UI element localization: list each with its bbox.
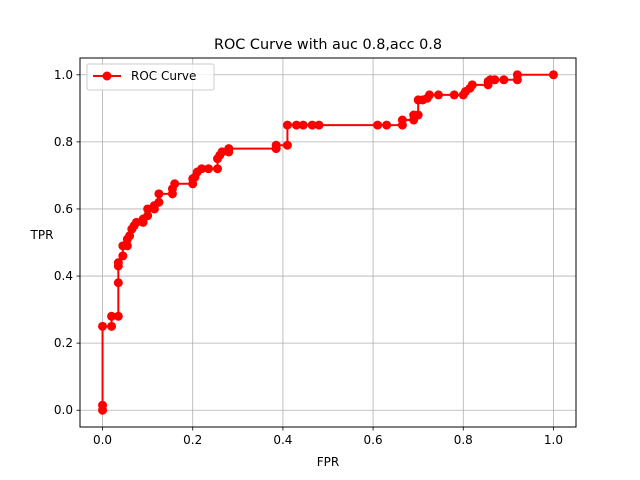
roc-point bbox=[449, 90, 459, 100]
roc-point bbox=[197, 164, 207, 174]
roc-point bbox=[98, 321, 108, 331]
roc-point bbox=[154, 197, 164, 207]
y-tick-label: 0.4 bbox=[54, 269, 73, 283]
roc-point bbox=[204, 164, 214, 174]
legend-box bbox=[86, 63, 215, 91]
roc-point bbox=[307, 120, 317, 130]
x-tick-label: 1.0 bbox=[544, 433, 563, 447]
roc-point bbox=[512, 70, 522, 80]
x-tick-label: 0.0 bbox=[93, 433, 112, 447]
y-tick-label: 0.8 bbox=[54, 135, 73, 149]
roc-point bbox=[224, 144, 234, 154]
roc-point bbox=[490, 75, 500, 85]
legend-label-roc-curve: ROC Curve bbox=[131, 69, 196, 83]
roc-point bbox=[118, 251, 128, 261]
roc-point bbox=[143, 204, 153, 214]
roc-point bbox=[298, 120, 308, 130]
roc-point bbox=[143, 211, 153, 221]
legend-marker-swatch bbox=[102, 71, 112, 81]
x-tick-label: 0.8 bbox=[454, 433, 473, 447]
legend: ROC Curve bbox=[86, 63, 215, 91]
roc-point bbox=[548, 70, 558, 80]
roc-point bbox=[107, 311, 117, 321]
chart-title: ROC Curve with auc 0.8,acc 0.8 bbox=[214, 37, 442, 53]
roc-point bbox=[107, 321, 117, 331]
series-layer bbox=[98, 70, 558, 415]
roc-point bbox=[413, 110, 423, 120]
roc-point bbox=[282, 120, 292, 130]
roc-point bbox=[113, 258, 123, 268]
roc-point bbox=[98, 400, 108, 410]
roc-point bbox=[382, 120, 392, 130]
x-tick-label: 0.6 bbox=[364, 433, 383, 447]
roc-point bbox=[213, 164, 223, 174]
plot-frame bbox=[79, 57, 577, 428]
grid bbox=[80, 58, 576, 427]
roc-point bbox=[424, 90, 434, 100]
roc-point bbox=[397, 115, 407, 125]
roc-point bbox=[154, 189, 164, 199]
roc-point bbox=[467, 80, 477, 90]
x-tick-label: 0.2 bbox=[183, 433, 202, 447]
y-tick-label: 0.6 bbox=[54, 202, 73, 216]
y-tick-label: 0.2 bbox=[54, 336, 73, 350]
roc-point bbox=[282, 140, 292, 150]
y-axis-label: TPR bbox=[30, 228, 54, 242]
y-tick-label: 0.0 bbox=[54, 403, 73, 417]
roc-point bbox=[131, 217, 141, 227]
roc-point bbox=[170, 179, 180, 189]
y-tick-label: 1.0 bbox=[54, 68, 73, 82]
roc-point bbox=[433, 90, 443, 100]
roc-point bbox=[373, 120, 383, 130]
ticks: 0.0 0.2 0.4 0.6 0.8 1.0 0.0 0.2 0.4 0.6 0.8 1.0 bbox=[54, 68, 563, 447]
roc-point bbox=[271, 140, 281, 150]
roc-point bbox=[122, 241, 132, 251]
roc-point bbox=[499, 75, 509, 85]
roc-point bbox=[113, 278, 123, 288]
roc-point bbox=[217, 147, 227, 157]
x-axis-label: FPR bbox=[317, 455, 339, 469]
x-tick-label: 0.4 bbox=[273, 433, 292, 447]
roc-point bbox=[291, 120, 301, 130]
roc-point bbox=[113, 311, 123, 321]
roc-point bbox=[314, 120, 324, 130]
